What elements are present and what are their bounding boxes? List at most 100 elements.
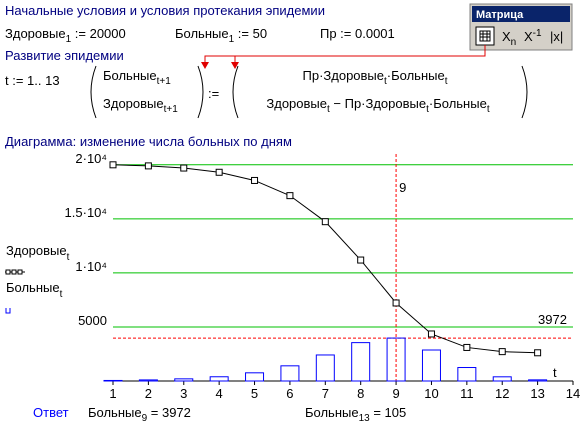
legend-label-part: Больные — [6, 280, 60, 295]
answer-value-part: 13 — [359, 413, 371, 424]
matrix-entry-part: Здоровые — [103, 96, 164, 111]
toolbar-button: X-1 — [524, 28, 542, 44]
answer-value: Больные13 = 105 — [305, 405, 406, 424]
initial-def-part: := 20000 — [71, 26, 126, 41]
x-tick-label: 10 — [424, 386, 438, 401]
parens — [90, 65, 528, 119]
matrix-button[interactable] — [475, 26, 495, 46]
toolbar-button-part: X — [524, 29, 533, 44]
matrix-entry-part: t — [487, 104, 490, 115]
initial-def-part: Здоровые — [5, 26, 66, 41]
legend-label: Здоровыеt — [6, 243, 70, 263]
y-tick-label: 1.5·10⁴ — [65, 205, 107, 220]
x-tick-label: 2 — [145, 386, 152, 401]
matrix-entry-part: Пр·Здоровые — [303, 68, 385, 83]
matrix-entry-part: Здоровые — [266, 96, 327, 111]
arrow — [204, 45, 486, 66]
heading: Начальные условия и условия протекания э… — [5, 3, 325, 18]
initial-def: Пр := 0.0001 — [320, 26, 395, 41]
matrix-entry-part: Больные — [103, 68, 157, 83]
x-tick-label: 11 — [460, 386, 474, 401]
heading: Диаграмма: изменение числа больных по дн… — [5, 134, 292, 149]
point — [286, 192, 294, 200]
arrowhead — [201, 62, 239, 69]
bar — [103, 379, 123, 382]
x-tick-label: 5 — [251, 386, 258, 401]
point — [109, 161, 117, 169]
bar — [457, 367, 477, 382]
marker-label: 3972 — [538, 312, 567, 327]
y-tick-label: 5000 — [78, 313, 107, 328]
matrix-entry-part: ·Больные — [387, 68, 445, 83]
point — [357, 256, 365, 264]
x-tick-label: 14 — [566, 386, 580, 401]
point — [427, 330, 435, 338]
y-tick-label: 2·10⁴ — [75, 151, 107, 166]
matrix-entry-part: t — [445, 76, 448, 87]
matrix-entry: Здоровыеt − Пр·Здоровыеt·Больныеt — [266, 96, 489, 115]
point — [321, 218, 329, 226]
toolbar-button-part: |x| — [550, 29, 563, 44]
x-tick-label: 3 — [180, 386, 187, 401]
x-tick-label: 7 — [322, 386, 329, 401]
bar — [174, 378, 194, 382]
legend-symbol — [11, 269, 17, 275]
bar — [351, 342, 371, 382]
point — [180, 164, 188, 172]
toolbar-button: Xn — [502, 29, 516, 48]
x-tick-label: 12 — [495, 386, 509, 401]
line — [112, 164, 538, 354]
answer-value-part: = 3972 — [147, 405, 191, 420]
marker-label: 9 — [399, 180, 406, 195]
point — [534, 349, 542, 357]
answer-value-part: Больные — [305, 405, 359, 420]
x-tick-label: 9 — [392, 386, 399, 401]
initial-def-part: Больные — [175, 26, 229, 41]
answer-value: Больные9 = 3972 — [88, 405, 191, 424]
toolbar-title: Матрица — [476, 9, 524, 21]
legend-symbol — [5, 308, 11, 314]
answer-value-part: = 105 — [370, 405, 407, 420]
x-tick-label: 4 — [216, 386, 223, 401]
toolbar-button-part: X — [502, 29, 511, 44]
legend-label-part: t — [60, 289, 63, 300]
heading: Развитие эпидемии — [5, 48, 124, 63]
initial-def-part: := 50 — [234, 26, 267, 41]
legend-symbol — [17, 269, 23, 275]
bar — [315, 354, 335, 382]
matrix-entry-part: t+1 — [157, 76, 172, 87]
point — [215, 168, 223, 176]
x-tick-label: 8 — [357, 386, 364, 401]
initial-def: Больные1 := 50 — [175, 26, 267, 45]
answer-value-part: 9 — [142, 413, 148, 424]
range-def: t := 1.. 13 — [5, 73, 60, 88]
bar — [528, 379, 548, 382]
bar — [138, 379, 158, 382]
matrix-entry-part: t — [384, 76, 387, 87]
matrix-entry-part: t+1 — [164, 104, 179, 115]
toolbar-titlebar — [472, 6, 570, 22]
bar — [421, 349, 441, 382]
matrix-entry-part: ·Больные — [429, 96, 487, 111]
initial-def: Здоровые1 := 20000 — [5, 26, 126, 45]
legend-symbol — [5, 269, 11, 275]
point — [251, 176, 259, 184]
point — [144, 162, 152, 170]
point — [392, 299, 400, 307]
initial-def-part: 1 — [229, 34, 235, 45]
matrix-entry-part: t — [426, 104, 429, 115]
y-tick-label: 1·10⁴ — [75, 259, 107, 274]
x-tick-label: 1 — [109, 386, 116, 401]
answer-label: Ответ — [33, 405, 69, 420]
x-tick-label: 6 — [286, 386, 293, 401]
bar — [245, 372, 265, 382]
assign: := — [208, 86, 219, 101]
bar — [209, 376, 229, 382]
answer-value-part: Больные — [88, 405, 142, 420]
point — [498, 348, 506, 356]
bar — [386, 337, 406, 382]
initial-def-part: 1 — [66, 34, 72, 45]
toolbar-button-part: -1 — [533, 28, 542, 39]
